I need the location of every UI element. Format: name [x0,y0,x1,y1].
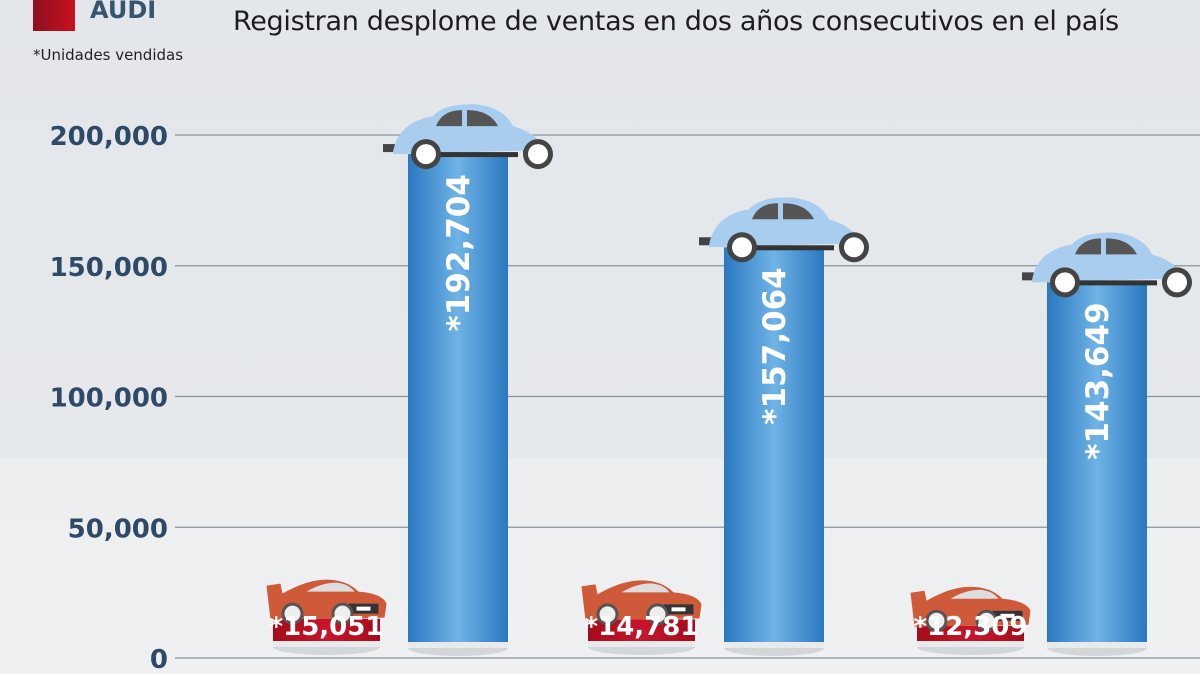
bar-group: *192,704 [383,104,553,656]
bar-value-label: *12,309 [914,612,1028,642]
footnote: *Unidades vendidas [33,46,184,64]
hubcap [334,605,351,622]
bar-base-ring [724,638,824,648]
car-window [1106,238,1137,255]
beetle-car-icon [383,104,553,170]
hubcap [928,612,945,629]
license-plate [671,607,686,612]
bar-value-label: *192,704 [441,174,477,331]
y-tick-label: 150,000 [50,253,168,283]
hubcap [528,144,548,165]
car-window [467,110,498,127]
bar-group: *143,649 [1022,232,1192,656]
bar-value-label: *15,051 [270,612,384,642]
car-window [783,203,814,220]
hubcap [649,606,666,623]
beetle-car-icon [699,197,869,263]
bar-base-ring [408,638,508,648]
bar-base-ring [588,637,695,647]
car-sill [438,152,518,158]
car-window [752,203,778,220]
audi-bar-group: *12,309 [910,586,1031,655]
hubcap [1055,272,1075,293]
legend-label-audi: AUDI [90,0,157,24]
sports-car-icon [581,580,702,626]
bar-value-label: *157,064 [757,267,793,424]
bar-base-ring [273,637,380,647]
audi-bar-group: *15,051 [266,579,387,655]
chart-subtitle: Registran desplome de ventas en dos años… [233,6,1119,37]
car-window [621,583,670,593]
bar-group: *157,064 [699,197,869,656]
hubcap [284,605,301,622]
bar [724,247,824,642]
bar-base-ring [917,637,1024,647]
y-tick-label: 0 [150,645,168,674]
bar [1047,282,1147,642]
license-plate [356,606,371,611]
bar-value-label: *14,781 [585,612,699,642]
sports-car-icon [910,586,1031,632]
bar-base-ring [1047,638,1147,648]
y-tick-label: 50,000 [68,514,168,544]
car-sill [754,245,834,251]
audi-bar-group: *14,781 [581,580,702,655]
audi-bar [273,618,380,641]
car-window [950,589,999,599]
hubcap [844,237,864,258]
bar-value-label: *143,649 [1080,302,1116,459]
sports-car-icon [266,579,387,625]
hubcap [978,612,995,629]
hubcap [416,144,436,165]
license-plate [1000,613,1015,618]
car-window [436,110,462,127]
audi-bar [588,619,695,641]
car-sill [1077,280,1157,286]
beetle-car-icon [1022,232,1192,298]
bar [408,154,508,642]
hubcap [599,606,616,623]
car-window [1075,238,1101,255]
hubcap [732,237,752,258]
car-window [306,582,355,592]
y-tick-label: 100,000 [50,384,168,414]
audi-bar [917,625,1024,641]
hubcap [1167,272,1187,293]
legend-swatch-audi [33,0,75,31]
y-tick-label: 200,000 [50,122,168,152]
